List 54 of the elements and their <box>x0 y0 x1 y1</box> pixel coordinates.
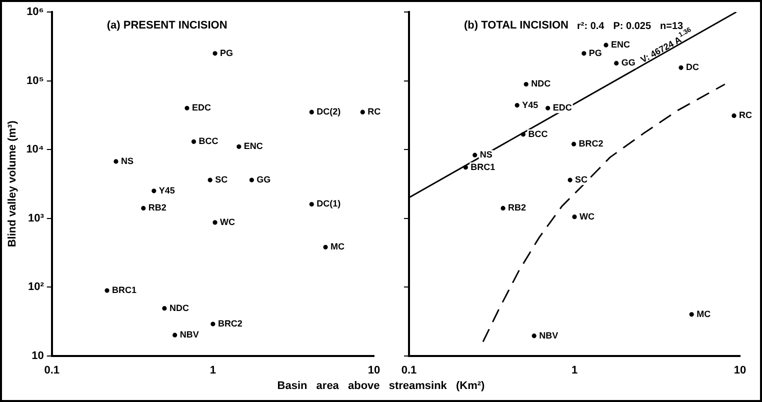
x-tick-label: 1 <box>210 364 216 376</box>
x-tick-label: 0.1 <box>401 364 417 376</box>
data-label: WC <box>580 211 595 222</box>
data-label: ENC <box>244 141 264 152</box>
data-label: SC <box>575 174 588 185</box>
y-tick-label: 10⁶ <box>26 6 44 18</box>
y-axis-title: Blind valley volume (m³) <box>6 120 19 248</box>
data-label: GG <box>256 174 271 185</box>
x-tick-label: 10 <box>368 364 380 376</box>
data-label: NDC <box>169 302 190 313</box>
data-label: DC(2) <box>316 106 341 117</box>
data-label: Y45 <box>522 100 538 110</box>
x-tick-label: 0.1 <box>44 364 60 376</box>
data-label: BCC <box>198 136 219 146</box>
annotation: n=13 <box>660 20 684 32</box>
data-label: MC <box>330 242 346 252</box>
data-label: PG <box>220 48 234 58</box>
data-label: RB2 <box>508 202 526 213</box>
data-label: NBV <box>539 330 558 340</box>
annotation: P: 0.025 <box>613 20 652 32</box>
data-label: MC <box>696 308 712 319</box>
data-label: DC <box>686 62 700 72</box>
data-label: NS <box>120 156 134 166</box>
data-label: BRC1 <box>470 162 496 172</box>
data-label: DC(1) <box>316 198 341 209</box>
y-tick-label: 10⁵ <box>26 74 44 87</box>
text: (b) TOTAL INCISION <box>464 20 569 32</box>
data-label: EDC <box>192 102 212 113</box>
x-tick-label: 1 <box>571 364 578 376</box>
y-tick-label: 10⁴ <box>26 144 44 156</box>
data-label: BRC2 <box>578 138 604 149</box>
data-label: BRC1 <box>112 285 137 296</box>
annotation: r²: 0.4 <box>577 20 605 32</box>
y-tick-label: 10³ <box>28 212 44 224</box>
data-label: RC <box>368 106 382 117</box>
data-label: Y45 <box>158 185 175 196</box>
y-tick-label: 10² <box>28 281 44 294</box>
data-label: PG <box>588 48 602 58</box>
x-tick-label: 10 <box>734 364 746 376</box>
data-label: EDC <box>552 102 572 113</box>
data-label: BRC2 <box>218 318 242 328</box>
data-label: NBV <box>180 330 199 340</box>
data-label: ENC <box>611 40 630 50</box>
data-label: WC <box>220 216 236 227</box>
data-label: RB2 <box>148 202 166 213</box>
data-label: SC <box>215 174 228 185</box>
text: (a) PRESENT INCISION <box>106 20 228 32</box>
data-label: NS <box>480 150 492 160</box>
x-axis-title: Basin area above streamsink (Km²) <box>276 380 486 392</box>
data-label: RC <box>739 110 753 120</box>
data-label: BCC <box>528 128 548 139</box>
data-label: NDC <box>531 78 552 89</box>
y-tick-label: 10 <box>32 350 44 362</box>
data-label: GG <box>621 58 636 68</box>
